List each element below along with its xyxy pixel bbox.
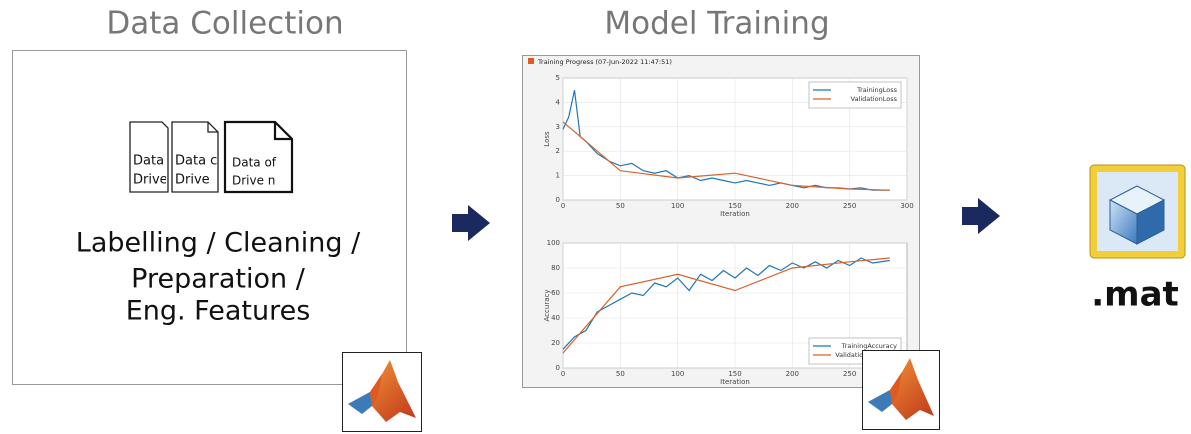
panel-title: Model Training [604, 6, 829, 42]
doc-text: Data c [175, 154, 217, 169]
x-tick-label: 150 [728, 202, 741, 210]
doc-text: Data of [232, 156, 277, 170]
legend-label: ValidationLoss [851, 95, 898, 103]
panel-box [13, 51, 407, 385]
y-tick-label: 4 [556, 98, 561, 106]
x-tick-label: 0 [561, 202, 565, 210]
legend-label: TrainingLoss [856, 86, 898, 94]
window-icon [528, 58, 534, 64]
y-axis-label: Accuracy [543, 290, 551, 322]
matlab-logo [863, 351, 940, 430]
doc-text: Drive [175, 173, 210, 188]
mat-icon [1090, 165, 1185, 258]
y-tick-label: 40 [551, 314, 560, 322]
y-tick-label: 20 [551, 339, 560, 347]
arrow [452, 205, 490, 241]
caption: Eng. Features [126, 296, 311, 327]
x-tick-label: 200 [786, 370, 799, 378]
window-title: Training Progress (07-Jun-2022 11:47:51) [537, 58, 672, 66]
x-tick-label: 200 [786, 202, 799, 210]
caption: Preparation / [131, 264, 306, 295]
y-tick-label: 80 [551, 264, 560, 272]
matlab-logo [343, 353, 422, 432]
doc-text: Drive n [232, 174, 275, 188]
x-axis-label: Iteration [720, 378, 750, 386]
y-tick-label: 0 [556, 364, 560, 372]
y-tick-label: 1 [556, 172, 560, 180]
y-axis-label: Loss [543, 131, 551, 147]
x-tick-label: 50 [616, 370, 625, 378]
x-tick-label: 100 [671, 202, 684, 210]
y-tick-label: 2 [556, 147, 560, 155]
x-axis-label: Iteration [720, 210, 750, 218]
y-tick-label: 60 [551, 289, 560, 297]
x-tick-label: 50 [616, 202, 625, 210]
doc-text: Data [133, 154, 164, 169]
x-tick-label: 250 [843, 202, 856, 210]
y-tick-label: 0 [556, 196, 560, 204]
y-tick-label: 3 [556, 123, 560, 131]
panel-title: Data Collection [106, 6, 343, 42]
arrow [962, 198, 1000, 234]
legend-label: TrainingAccuracy [841, 342, 897, 350]
y-tick-label: 5 [556, 74, 560, 82]
doc-text: Drive [133, 173, 168, 188]
x-tick-label: 300 [900, 202, 913, 210]
x-tick-label: 100 [671, 370, 684, 378]
documents: Data Drive Data c Drive Data of Drive n [130, 122, 292, 192]
x-tick-label: 250 [843, 370, 856, 378]
output-label: .mat [1091, 275, 1179, 315]
caption: Labelling / Cleaning / [76, 228, 361, 259]
diagram: Data Collection Data Drive Data c Drive … [0, 0, 1191, 434]
x-tick-label: 150 [728, 370, 741, 378]
y-tick-label: 100 [547, 239, 560, 247]
x-tick-label: 0 [561, 370, 565, 378]
